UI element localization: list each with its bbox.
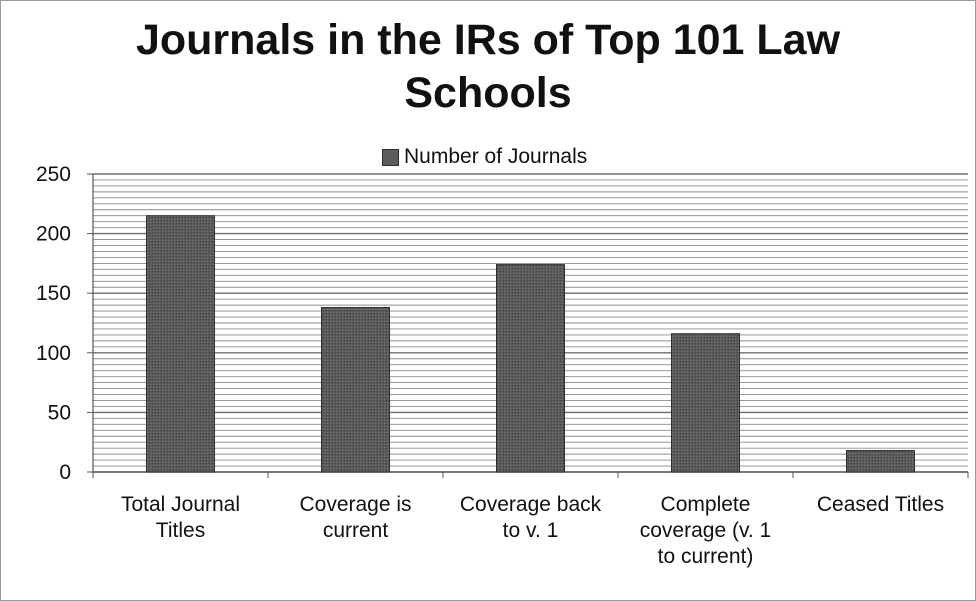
y-tick-label: 100 xyxy=(36,342,71,365)
x-category-label: Total Journal Titles xyxy=(120,493,241,542)
legend-label: Number of Journals xyxy=(404,145,588,168)
x-category-label: Coverage is current xyxy=(299,493,412,542)
bar xyxy=(846,450,915,473)
y-tick-label: 150 xyxy=(36,282,71,305)
bar xyxy=(146,215,215,473)
x-category-label: Ceased Titles xyxy=(816,493,945,516)
bar xyxy=(496,264,565,473)
bar xyxy=(671,333,740,473)
y-tick-label: 0 xyxy=(59,461,71,484)
chart-legend: Number of Journals xyxy=(382,145,587,169)
chart-title: Journals in the IRs of Top 101 Law Schoo… xyxy=(0,14,976,120)
bar xyxy=(321,307,390,473)
legend-swatch xyxy=(382,148,399,166)
y-tick-label: 50 xyxy=(48,401,71,424)
y-tick-label: 200 xyxy=(36,223,71,246)
x-category-label: Complete coverage (v. 1 to current) xyxy=(639,493,772,568)
chart-title-line-2: Schools xyxy=(404,69,572,117)
chart-title-line-1: Journals in the IRs of Top 101 Law xyxy=(135,16,841,64)
y-tick-label: 250 xyxy=(36,163,71,186)
x-category-label: Coverage back to v. 1 xyxy=(459,493,602,542)
